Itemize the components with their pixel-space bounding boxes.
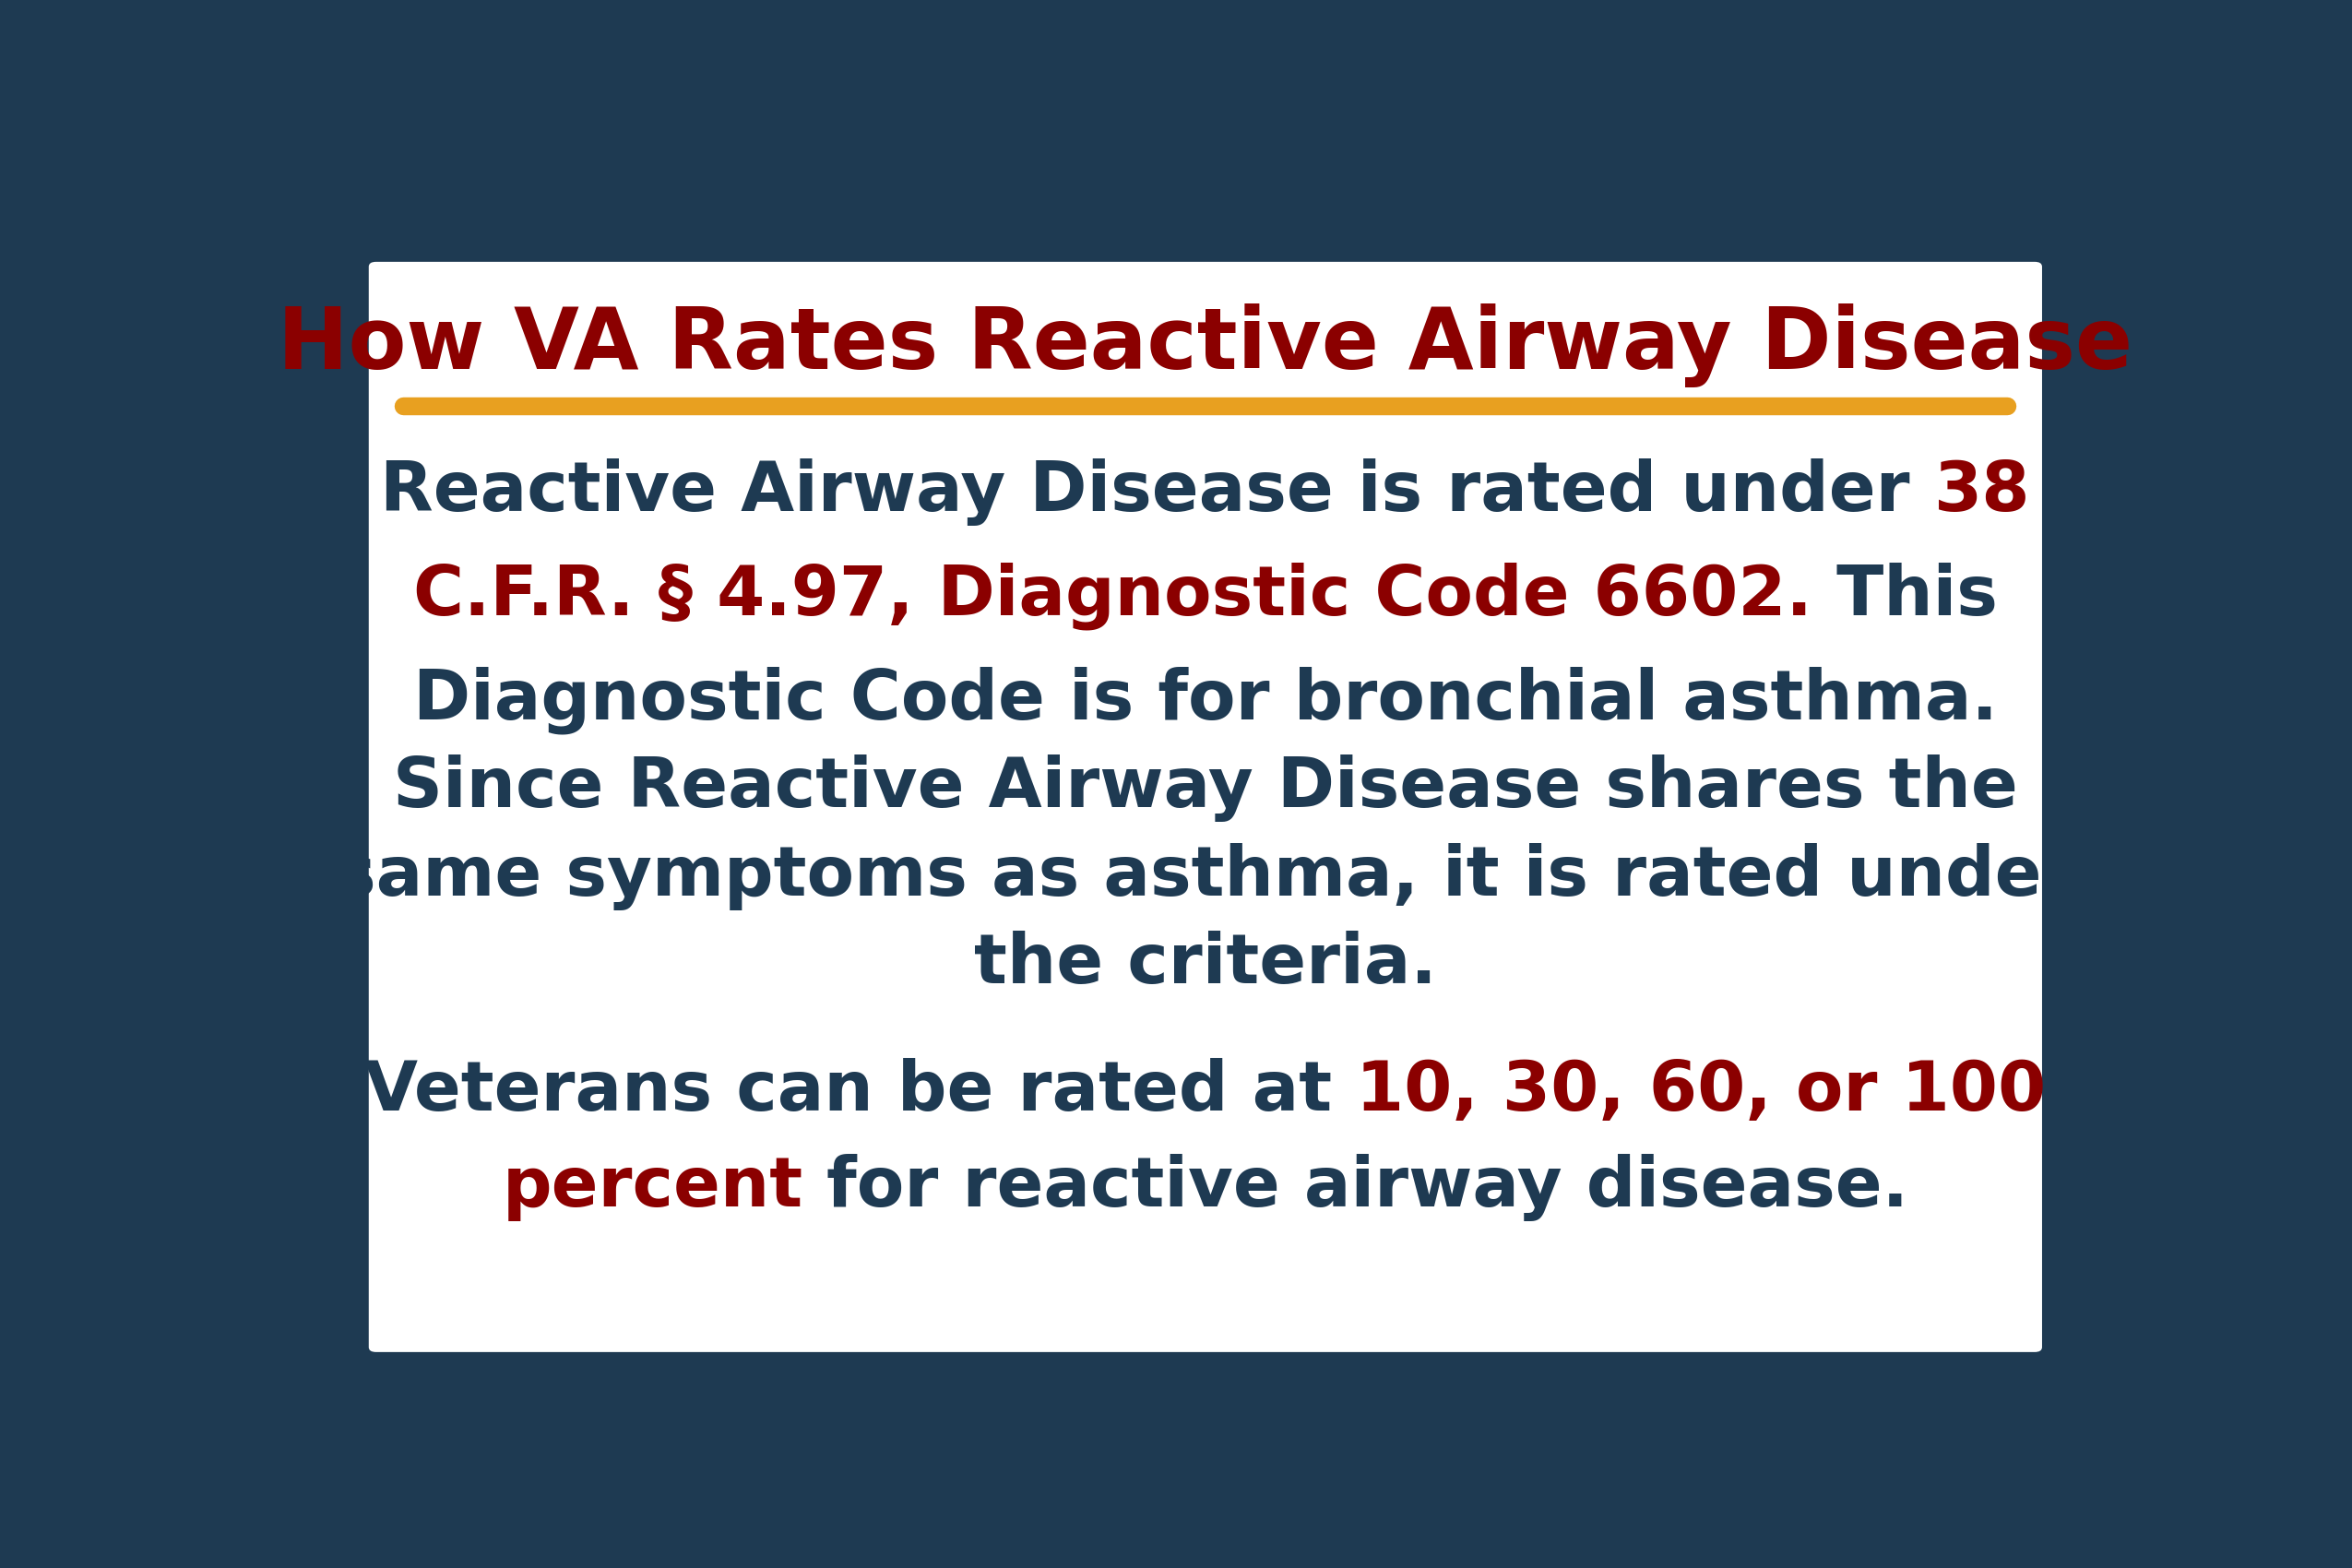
FancyBboxPatch shape	[369, 262, 2042, 1352]
Text: the criteria.: the criteria.	[974, 931, 1437, 999]
Text: C.F.R. § 4.97, Diagnostic Code 6602.: C.F.R. § 4.97, Diagnostic Code 6602.	[414, 563, 1813, 630]
Text: for reactive airway disease.: for reactive airway disease.	[802, 1154, 1910, 1221]
Text: How VA Rates Reactive Airway Disease: How VA Rates Reactive Airway Disease	[278, 303, 2133, 387]
Text: percent: percent	[501, 1154, 802, 1221]
Text: Veterans can be rated at: Veterans can be rated at	[365, 1057, 1357, 1124]
Text: 10, 30, 60, or 100: 10, 30, 60, or 100	[1357, 1057, 2046, 1124]
Text: Reactive Airway Disease is rated under: Reactive Airway Disease is rated under	[381, 459, 1933, 527]
Text: Diagnostic Code is for bronchial asthma.: Diagnostic Code is for bronchial asthma.	[414, 666, 1997, 734]
Text: Since Reactive Airway Disease shares the: Since Reactive Airway Disease shares the	[393, 754, 2018, 822]
Text: same symptoms as asthma, it is rated under: same symptoms as asthma, it is rated und…	[334, 842, 2077, 909]
Text: This: This	[1813, 563, 1997, 630]
Text: 38: 38	[1933, 459, 2030, 527]
